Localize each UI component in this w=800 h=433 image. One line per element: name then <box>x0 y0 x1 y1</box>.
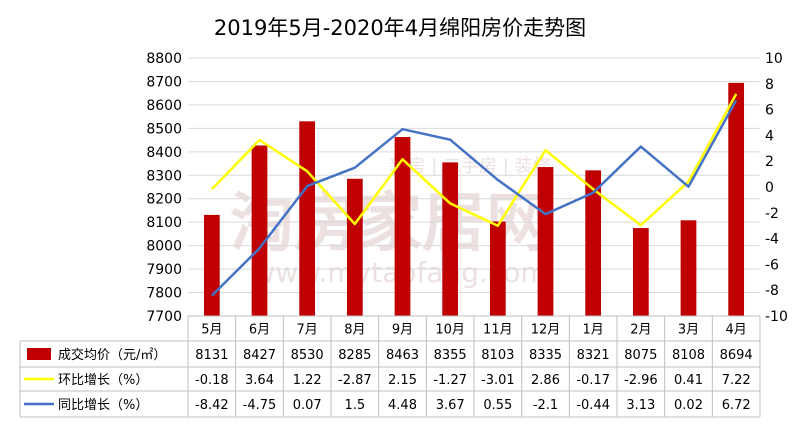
right-tick-label: 0 <box>765 180 774 196</box>
right-tick-label: 2 <box>765 154 774 170</box>
bar-3 <box>299 121 316 316</box>
category-label: 11月 <box>483 323 513 338</box>
category-label: 2月 <box>630 323 651 338</box>
data-cell: 3.64 <box>245 373 274 388</box>
bar-1 <box>203 214 220 316</box>
data-cell: 8108 <box>672 348 705 363</box>
left-tick-label: 7700 <box>146 309 182 325</box>
left-tick-label: 8400 <box>146 145 182 161</box>
data-cell: 6.72 <box>722 398 751 413</box>
data-cell: -8.42 <box>195 398 229 413</box>
data-cell: 3.67 <box>436 398 465 413</box>
data-cell: -2.1 <box>533 398 558 413</box>
category-label: 1月 <box>583 323 604 338</box>
data-cell: 8335 <box>529 348 562 363</box>
left-tick-label: 8300 <box>146 168 182 184</box>
left-tick-label: 8600 <box>146 98 182 114</box>
bar-9 <box>585 170 602 316</box>
gridlines <box>188 57 760 317</box>
left-tick-label: 8700 <box>146 74 182 90</box>
category-label: 10月 <box>435 323 465 338</box>
series-row-label: 成交均价（元/㎡） <box>58 347 166 363</box>
right-tick-label: 8 <box>765 77 774 93</box>
data-cell: 2.86 <box>531 373 560 388</box>
data-cell: -0.18 <box>195 373 229 388</box>
category-label: 9月 <box>392 323 413 338</box>
category-label: 3月 <box>678 323 699 338</box>
right-tick-label: -4 <box>765 232 779 248</box>
data-cell: 0.07 <box>293 398 322 413</box>
left-tick-label: 8000 <box>146 239 182 255</box>
data-cell: -2.96 <box>624 373 658 388</box>
line-series <box>210 93 738 297</box>
bar-6 <box>442 162 459 316</box>
legend-key-bar <box>27 348 51 360</box>
right-tick-label: 4 <box>765 128 774 144</box>
right-tick-label: 10 <box>765 51 783 67</box>
bar-7 <box>489 221 506 316</box>
data-cell: -2.87 <box>338 373 372 388</box>
category-label: 5月 <box>201 323 222 338</box>
right-tick-label: -10 <box>765 309 788 325</box>
category-label: 8月 <box>344 323 365 338</box>
left-tick-label: 8200 <box>146 192 182 208</box>
data-cell: 1.5 <box>344 398 365 413</box>
right-tick-label: -8 <box>765 283 779 299</box>
bar-11 <box>680 220 697 316</box>
mom-growth-line <box>210 93 738 228</box>
left-tick-label: 7900 <box>146 262 182 278</box>
category-label: 12月 <box>531 323 561 338</box>
data-cell: 1.22 <box>293 373 322 388</box>
data-cell: 4.48 <box>388 398 417 413</box>
chart-title: 2019年5月-2020年4月绵阳房价走势图 <box>214 16 586 40</box>
data-cell: 0.02 <box>674 398 703 413</box>
data-cell: 8530 <box>291 348 324 363</box>
series-row-label: 环比增长（%） <box>58 373 148 388</box>
data-cell: 8355 <box>434 348 467 363</box>
right-axis: -10 -8 -6 -4 -2 0 2 4 6 8 10 <box>765 51 788 325</box>
right-tick-label: -6 <box>765 257 779 273</box>
data-cell: 8694 <box>720 348 753 363</box>
left-tick-label: 8100 <box>146 215 182 231</box>
data-cell: 0.41 <box>674 373 703 388</box>
data-cell: 8075 <box>624 348 657 363</box>
data-cell: 8285 <box>338 348 371 363</box>
data-cell: 8103 <box>481 348 514 363</box>
yoy-growth-line <box>210 99 738 297</box>
data-cell: -0.44 <box>576 398 610 413</box>
data-cell: 8427 <box>243 348 276 363</box>
bar-2 <box>251 145 268 316</box>
left-tick-label: 8500 <box>146 121 182 137</box>
bar-10 <box>632 228 649 316</box>
data-cell: 2.15 <box>388 373 417 388</box>
bar-8 <box>537 167 554 316</box>
data-cell: -1.27 <box>433 373 467 388</box>
data-cell: 0.55 <box>483 398 512 413</box>
bar-series <box>203 82 745 316</box>
category-label: 6月 <box>249 323 270 338</box>
data-cell: 7.22 <box>722 373 751 388</box>
left-tick-label: 7800 <box>146 286 182 302</box>
category-label: 4月 <box>726 323 747 338</box>
data-cell: 8131 <box>195 348 228 363</box>
left-axis: 7700 7800 7900 8000 8100 8200 8300 8400 8500 8600… <box>146 51 182 325</box>
left-tick-label: 8800 <box>146 51 182 67</box>
watermark-subtext: 新房 | 二手房 | 装修 <box>389 156 550 177</box>
bar-5 <box>394 137 411 316</box>
series-row-label: 同比增长（%） <box>58 398 148 413</box>
category-label: 7月 <box>297 323 318 338</box>
data-cell: -3.01 <box>481 373 515 388</box>
data-cell: 3.13 <box>626 398 655 413</box>
data-cell: -4.75 <box>243 398 277 413</box>
data-cell: 8321 <box>577 348 610 363</box>
data-cell: 8463 <box>386 348 419 363</box>
data-cell: -0.17 <box>576 373 610 388</box>
right-tick-label: 6 <box>765 103 774 119</box>
bar-12 <box>728 82 745 316</box>
right-tick-label: -2 <box>765 206 779 222</box>
bar-4 <box>346 178 363 316</box>
